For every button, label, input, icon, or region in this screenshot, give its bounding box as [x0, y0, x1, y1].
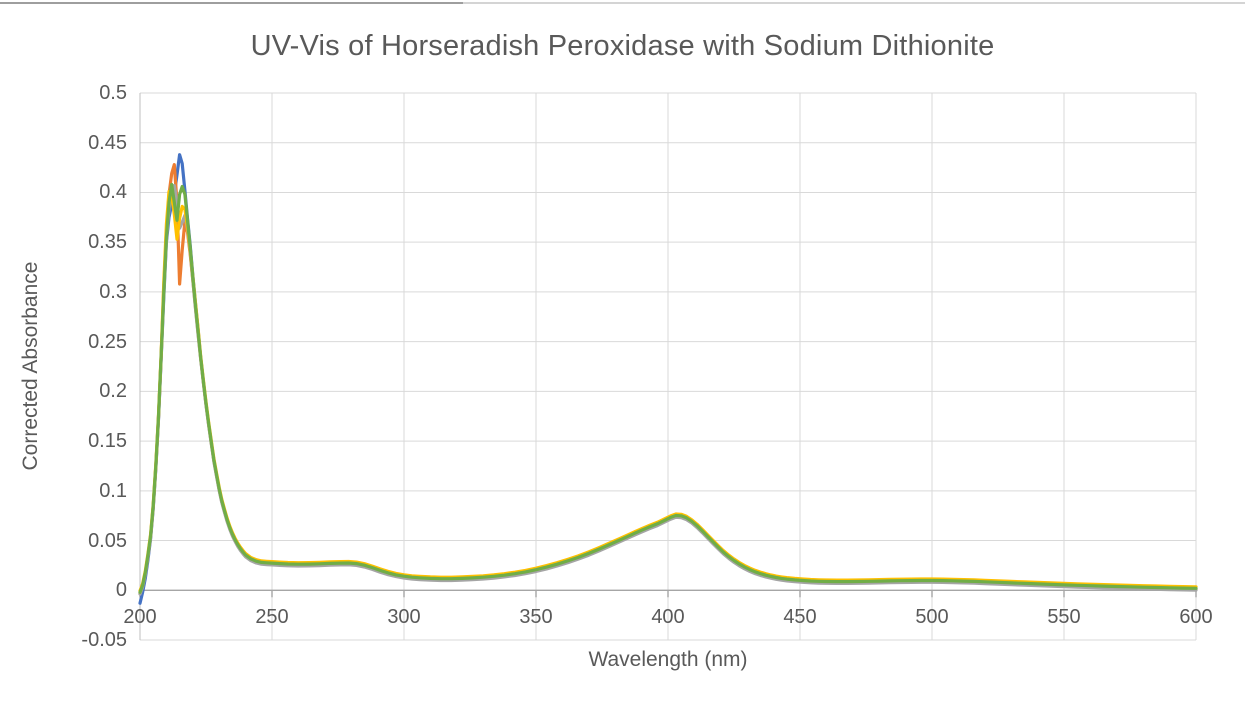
x-tick-label: 450	[783, 606, 817, 628]
x-tick-label: 500	[915, 606, 949, 628]
y-axis-title: Corrected Absorbance	[19, 261, 42, 471]
y-tick-label: 0.05	[88, 529, 127, 552]
x-tick-label: 200	[123, 606, 157, 628]
y-tick-label: 0.2	[99, 380, 127, 403]
series-line-green	[138, 182, 1198, 594]
x-tick-label: 350	[519, 606, 553, 628]
x-tick-label: 550	[1047, 606, 1081, 628]
x-axis-title: Wavelength (nm)	[588, 648, 748, 671]
y-tick-label: 0.45	[88, 131, 127, 154]
top-edge-light-segment	[463, 2, 1245, 4]
top-edge-dark-segment	[0, 2, 463, 4]
y-tick-label: 0	[115, 579, 127, 602]
y-tick-label: 0.3	[99, 280, 127, 303]
x-tick-label: 400	[651, 606, 685, 628]
y-tick-label: 0.5	[99, 82, 127, 104]
x-tick-label: 300	[387, 606, 421, 628]
gridlines	[139, 92, 1197, 641]
y-tick-label: 0.1	[99, 479, 127, 502]
chart-title: UV-Vis of Horseradish Peroxidase with So…	[250, 30, 995, 62]
y-tick-label: -0.05	[81, 629, 127, 651]
y-tick-label: 0.35	[88, 231, 127, 254]
x-tick-label: 250	[255, 606, 289, 628]
y-tick-label: 0.4	[99, 181, 127, 204]
x-axis-line	[139, 589, 1197, 598]
y-tick-label: 0.25	[88, 330, 127, 353]
y-tick-label: 0.15	[88, 430, 127, 453]
x-tick-label: 600	[1179, 606, 1213, 628]
